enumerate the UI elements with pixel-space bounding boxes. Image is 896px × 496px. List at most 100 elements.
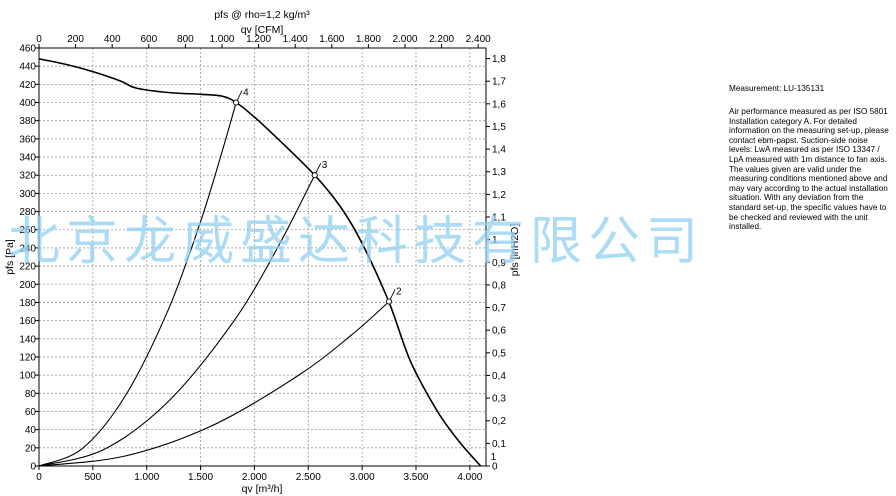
y-tick-label: 120: [19, 352, 36, 363]
y-tick-label: 180: [19, 298, 36, 309]
y-right-tick-label: 1,3: [492, 167, 506, 178]
y-right-tick-label: 1,4: [492, 145, 506, 156]
y-tick-label: 20: [25, 443, 37, 454]
y-right-tick-label: 1,6: [492, 99, 506, 110]
chart-title: pfs @ rho=1,2 kg/m³: [214, 9, 310, 21]
y-right-tick-label: 1,8: [492, 54, 506, 65]
curves: [38, 58, 482, 467]
y-tick-label: 140: [19, 334, 36, 345]
y-right-tick-label: 1: [492, 235, 498, 246]
x-top-axis-label: qv [CFM]: [241, 24, 284, 36]
operating-point-marker: [311, 172, 318, 179]
company-watermark: 北京龙威盛达科技有限公司: [8, 212, 705, 272]
x-top-tick-label: 2.000: [392, 34, 417, 45]
y-right-tick-label: 0,3: [492, 394, 506, 405]
x-top-tick-label: 600: [140, 34, 157, 45]
fan-curve-line: [38, 58, 482, 467]
operating-point-label: 3: [322, 160, 328, 171]
y-tick-label: 160: [19, 316, 36, 327]
y-right-tick-label: 0,8: [492, 280, 506, 291]
x-tick-label: 500: [85, 472, 102, 483]
x-tick-label: 1.500: [188, 472, 213, 483]
y-tick-label: 360: [19, 134, 36, 145]
measurement-note-line: levels: LwA measured as per ISO 13347 /: [729, 145, 880, 155]
operating-point-label: 2: [396, 287, 402, 298]
x-tick-label: 0: [36, 472, 42, 483]
measurement-notes: Air performance measured as per ISO 5801…: [729, 107, 894, 232]
y-right-tick-label: 0,6: [492, 326, 506, 337]
measurement-note-line: measuring conditions mentioned above and: [729, 174, 888, 184]
y-tick-label: 0: [30, 462, 36, 473]
operating-point-label: 1: [491, 452, 497, 463]
y-right-tick-label: 0,1: [492, 439, 506, 450]
y-tick-label: 320: [19, 171, 36, 182]
plot-frame: [38, 47, 487, 467]
y-tick-label: 460: [19, 44, 36, 55]
x-top-tick-label: 1.200: [246, 34, 271, 45]
y-right-tick-label: 0,7: [492, 303, 506, 314]
x-tick-label: 2.000: [242, 472, 267, 483]
measurement-note-line: situation. With any deviation from the: [729, 193, 864, 203]
measurement-note-line: standard set-up, the specific values hav…: [729, 202, 887, 212]
x-axis-label: qv [m³/h]: [242, 483, 283, 495]
measurement-note-line: be checked and reviewed with the unit: [729, 212, 868, 222]
x-top-tick-label: 1.800: [356, 34, 381, 45]
axes: 0 500 1.000 1.500 2.000 2.500 3.000 3.500 4.000 0…: [19, 34, 506, 483]
x-tick-label: 1.000: [134, 472, 159, 483]
y-tick-label: 100: [19, 371, 36, 382]
x-tick-label: 3.000: [350, 472, 375, 483]
measurement-note-line: LpA measured with 1m distance to fan axi…: [729, 154, 887, 164]
x-top-tick-label: 0: [36, 34, 42, 45]
y-axis-label: pfs [Pa]: [4, 239, 16, 275]
operating-point-label: 4: [243, 88, 249, 99]
operating-point-marker: [233, 99, 240, 106]
measurement-note-line: The values given are valid under the: [729, 164, 861, 174]
system-curve-line: [38, 301, 390, 467]
y-tick-label: 60: [25, 407, 37, 418]
measurement-note-line: installed.: [729, 222, 762, 232]
y-tick-label: 200: [19, 280, 36, 291]
x-top-tick-label: 400: [104, 34, 121, 45]
x-tick-label: 2.500: [296, 472, 321, 483]
y-tick-label: 400: [19, 98, 36, 109]
x-top-tick-label: 1.000: [209, 34, 234, 45]
y-right-tick-label: 1,7: [492, 77, 506, 88]
system-curve-line: [38, 102, 237, 467]
y-tick-label: 300: [19, 189, 36, 200]
fan-performance-chart: 0 500 1.000 1.500 2.000 2.500 3.000 3.500 4.000 0…: [4, 9, 521, 495]
measurement-title: Measurement: LU-135131: [729, 84, 825, 93]
y-tick-label: 240: [19, 243, 36, 254]
measurement-note-line: may vary according to the actual install…: [729, 183, 888, 193]
x-top-tick-label: 1.400: [283, 34, 308, 45]
y-right-tick-label: 1,5: [492, 122, 506, 133]
x-top-tick-label: 1.600: [319, 34, 344, 45]
y-right-tick-label: 1,1: [492, 213, 506, 224]
y-right-tick-label: 0,9: [492, 258, 506, 269]
x-tick-label: 4.000: [457, 472, 482, 483]
x-top-tick-label: 800: [177, 34, 194, 45]
y-right-tick-label: 0: [492, 462, 498, 473]
y-right-tick-label: 0,4: [492, 371, 506, 382]
grid-lines: [39, 48, 486, 466]
y-right-tick-label: 1,2: [492, 190, 506, 201]
y-right-tick-label: 0,5: [492, 348, 506, 359]
measurement-note-line: information on the measuring set-up, ple…: [729, 126, 889, 136]
measurement-note-line: Installation category A. For detailed: [729, 116, 857, 126]
x-top-tick-label: 2.200: [429, 34, 454, 45]
y-tick-label: 260: [19, 225, 36, 236]
y-tick-label: 80: [25, 389, 37, 400]
y-right-axis-label: pfs [inH2O]: [509, 224, 521, 277]
y-tick-label: 380: [19, 116, 36, 127]
system-curve-line: [38, 174, 316, 467]
y-tick-label: 440: [19, 62, 36, 73]
measurement-note-line: contact ebm-papst. Suction-side noise: [729, 135, 868, 145]
y-tick-label: 40: [25, 425, 37, 436]
operating-point-marker: [386, 298, 393, 305]
operating-points: 1 2 3 4: [233, 88, 497, 463]
y-right-tick-label: 0,2: [492, 416, 506, 427]
y-tick-label: 340: [19, 153, 36, 164]
y-tick-label: 420: [19, 80, 36, 91]
x-top-tick-label: 2.400: [466, 34, 491, 45]
measurement-note-line: Air performance measured as per ISO 5801: [729, 107, 888, 116]
y-tick-label: 220: [19, 262, 36, 273]
